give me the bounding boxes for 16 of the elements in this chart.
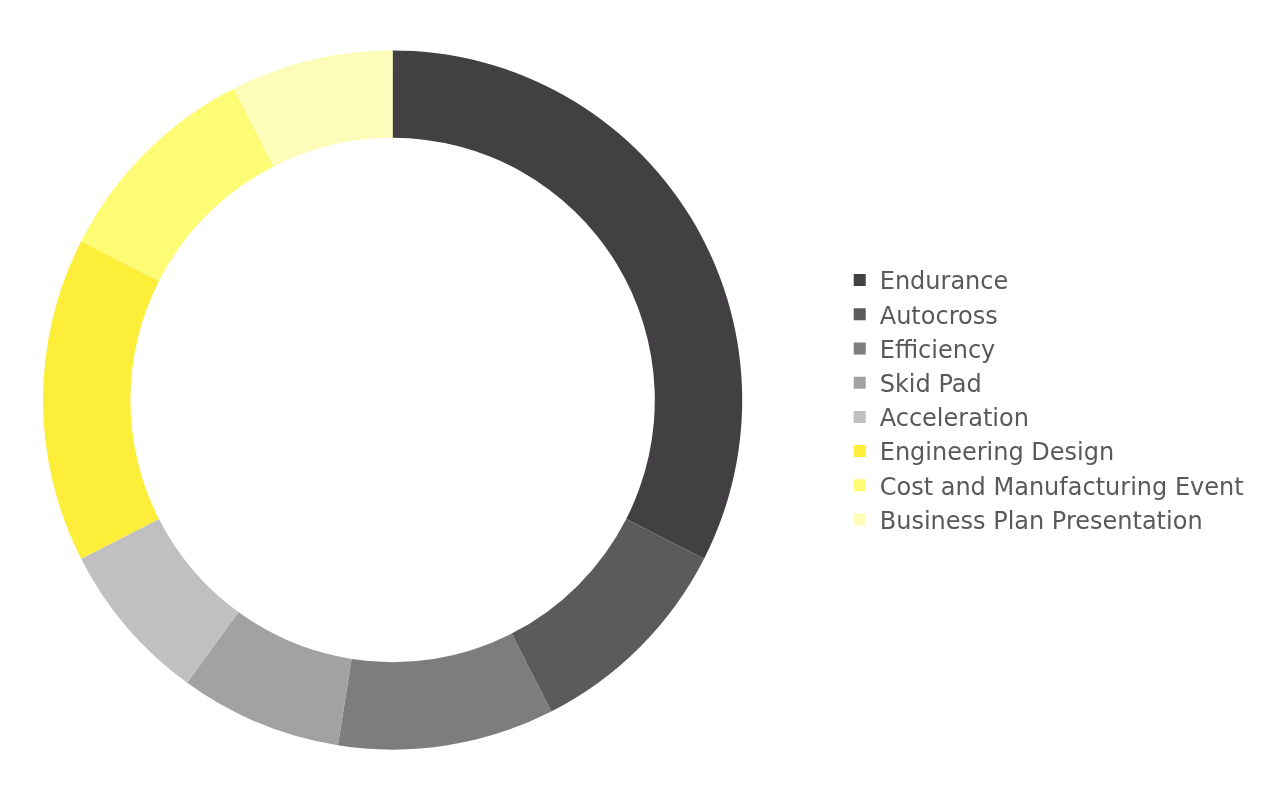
legend-label: Engineering Design xyxy=(879,438,1115,467)
legend-label: Endurance xyxy=(879,267,1009,296)
donut-slice xyxy=(43,241,159,559)
donut-slice xyxy=(187,612,352,746)
legend-label: Skid Pad xyxy=(879,370,982,399)
donut-slice xyxy=(233,50,393,167)
donut-slice xyxy=(81,88,274,281)
donut-slice xyxy=(81,519,239,683)
donut-slice xyxy=(392,50,742,559)
legend-label: Business Plan Presentation xyxy=(879,506,1203,535)
legend-label: Cost and Manufacturing Event xyxy=(879,472,1244,501)
legend-label: Autocross xyxy=(879,301,998,330)
donut-slice xyxy=(511,519,705,712)
legend-label: Efficiency xyxy=(879,335,996,364)
donut-slice xyxy=(337,633,552,750)
legend-label: Acceleration xyxy=(879,404,1029,433)
